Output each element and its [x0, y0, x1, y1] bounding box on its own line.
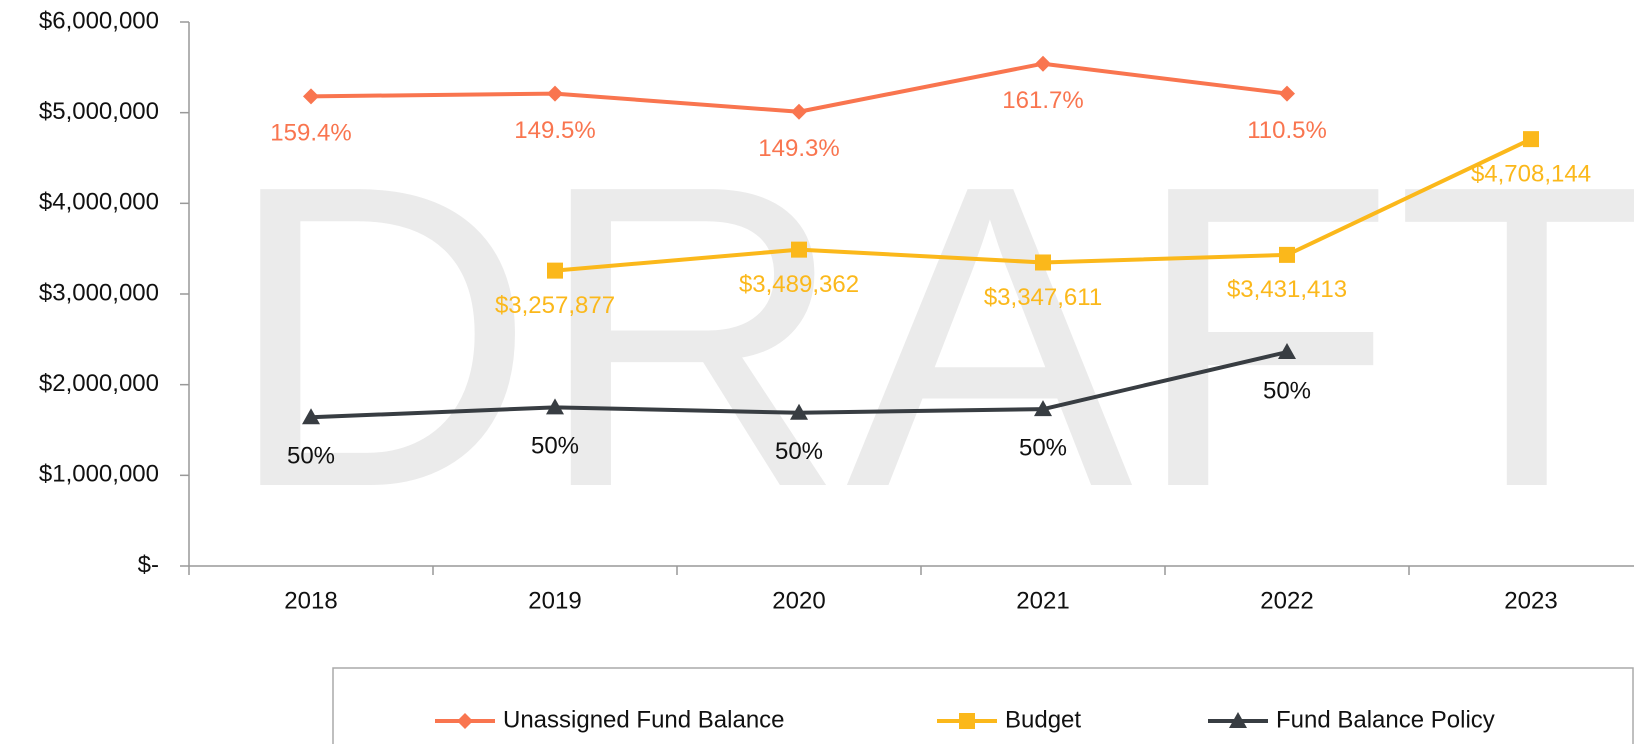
marker	[1035, 254, 1051, 271]
marker	[547, 85, 563, 102]
marker	[1279, 85, 1295, 102]
marker	[790, 403, 808, 420]
x-tick-label: 2020	[772, 587, 825, 614]
marker	[791, 241, 807, 258]
annotation: 159.4%	[270, 120, 351, 147]
x-tick-label: 2023	[1504, 587, 1557, 614]
marker	[959, 713, 975, 729]
y-tick-label: $-	[138, 551, 159, 578]
data-label: $3,431,413	[1227, 276, 1347, 303]
marker	[1278, 343, 1296, 360]
legend-label: Unassigned Fund Balance	[503, 706, 785, 733]
y-tick-label: $5,000,000	[39, 98, 159, 125]
data-label: $3,257,877	[495, 292, 615, 319]
y-tick-label: $3,000,000	[39, 279, 159, 306]
legend-label: Fund Balance Policy	[1276, 706, 1495, 733]
legend-item: Unassigned Fund Balance	[435, 706, 785, 733]
y-tick-label: $2,000,000	[39, 370, 159, 397]
x-tick-label: 2021	[1016, 587, 1069, 614]
annotation: 149.3%	[758, 135, 839, 162]
marker	[457, 713, 473, 729]
marker	[303, 88, 319, 105]
legend-item: Fund Balance Policy	[1208, 706, 1495, 733]
marker	[1523, 131, 1539, 148]
legend-box	[332, 667, 1634, 744]
y-tick-label: $6,000,000	[39, 7, 159, 34]
y-tick-label: $1,000,000	[39, 461, 159, 488]
marker	[1034, 400, 1052, 417]
watermark: DRAFT	[225, 97, 1634, 577]
data-label: $4,708,144	[1471, 160, 1591, 187]
data-label: $3,489,362	[739, 271, 859, 298]
legend-label: Budget	[1005, 706, 1081, 733]
annotation: 161.7%	[1002, 87, 1083, 114]
data-label: $3,347,611	[984, 284, 1102, 311]
y-tick-label: $4,000,000	[39, 189, 159, 216]
annotation: 50%	[1019, 434, 1067, 461]
annotation: 50%	[287, 443, 335, 470]
marker	[302, 408, 320, 425]
annotation: 50%	[1263, 377, 1311, 404]
annotation: 149.5%	[514, 117, 595, 144]
marker	[791, 103, 807, 120]
marker	[1229, 712, 1247, 728]
x-tick-label: 2019	[528, 587, 581, 614]
annotation: 50%	[775, 438, 823, 465]
x-tick-label: 2018	[284, 587, 337, 614]
marker	[547, 262, 563, 279]
annotation: 110.5%	[1247, 117, 1327, 144]
marker	[1279, 246, 1295, 263]
marker	[546, 398, 564, 415]
annotation: 50%	[531, 433, 579, 460]
legend-item: Budget	[937, 706, 1081, 733]
x-tick-label: 2022	[1260, 587, 1313, 614]
marker	[1035, 55, 1051, 72]
